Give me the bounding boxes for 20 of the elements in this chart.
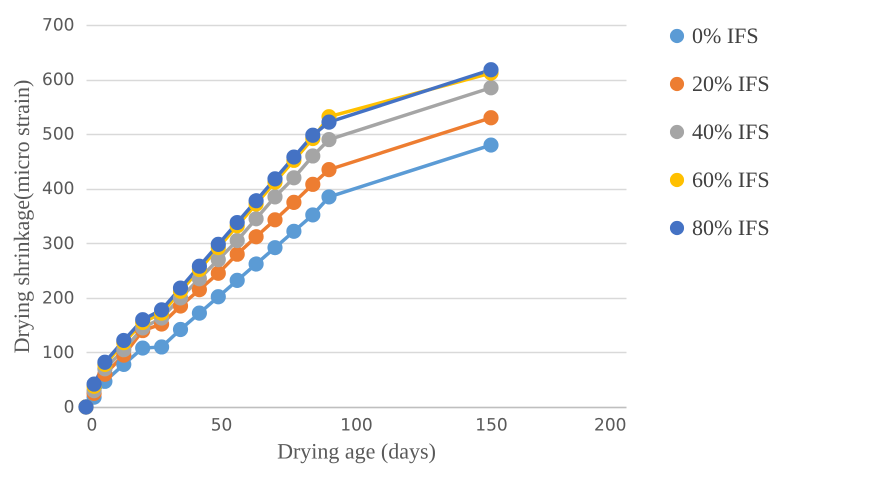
legend-label: 40% IFS (692, 119, 770, 144)
x-tick-label: 150 (475, 416, 508, 436)
y-tick-label: 600 (42, 70, 74, 90)
y-tick-label: 0 (64, 398, 74, 418)
legend-label: 0% IFS (692, 23, 759, 48)
x-tick-label: 0 (86, 416, 98, 436)
legend-label: 60% IFS (692, 167, 770, 192)
y-tick-label: 700 (42, 16, 74, 36)
x-tick-label: 200 (594, 416, 626, 436)
x-axis-title: Drying age (days) (277, 438, 436, 464)
y-axis-title: Drying shrinkage(micro strain) (9, 80, 34, 354)
y-tick-label: 400 (42, 179, 74, 200)
y-tick-label: 500 (42, 124, 74, 145)
legend-label: 20% IFS (692, 71, 770, 96)
y-tick-label: 300 (42, 234, 74, 254)
y-tick-label: 100 (42, 342, 74, 363)
legend-label: 80% IFS (692, 215, 770, 240)
x-tick-label: 100 (340, 416, 373, 436)
x-tick-label: 50 (210, 416, 232, 436)
y-tick-label: 200 (42, 288, 74, 308)
